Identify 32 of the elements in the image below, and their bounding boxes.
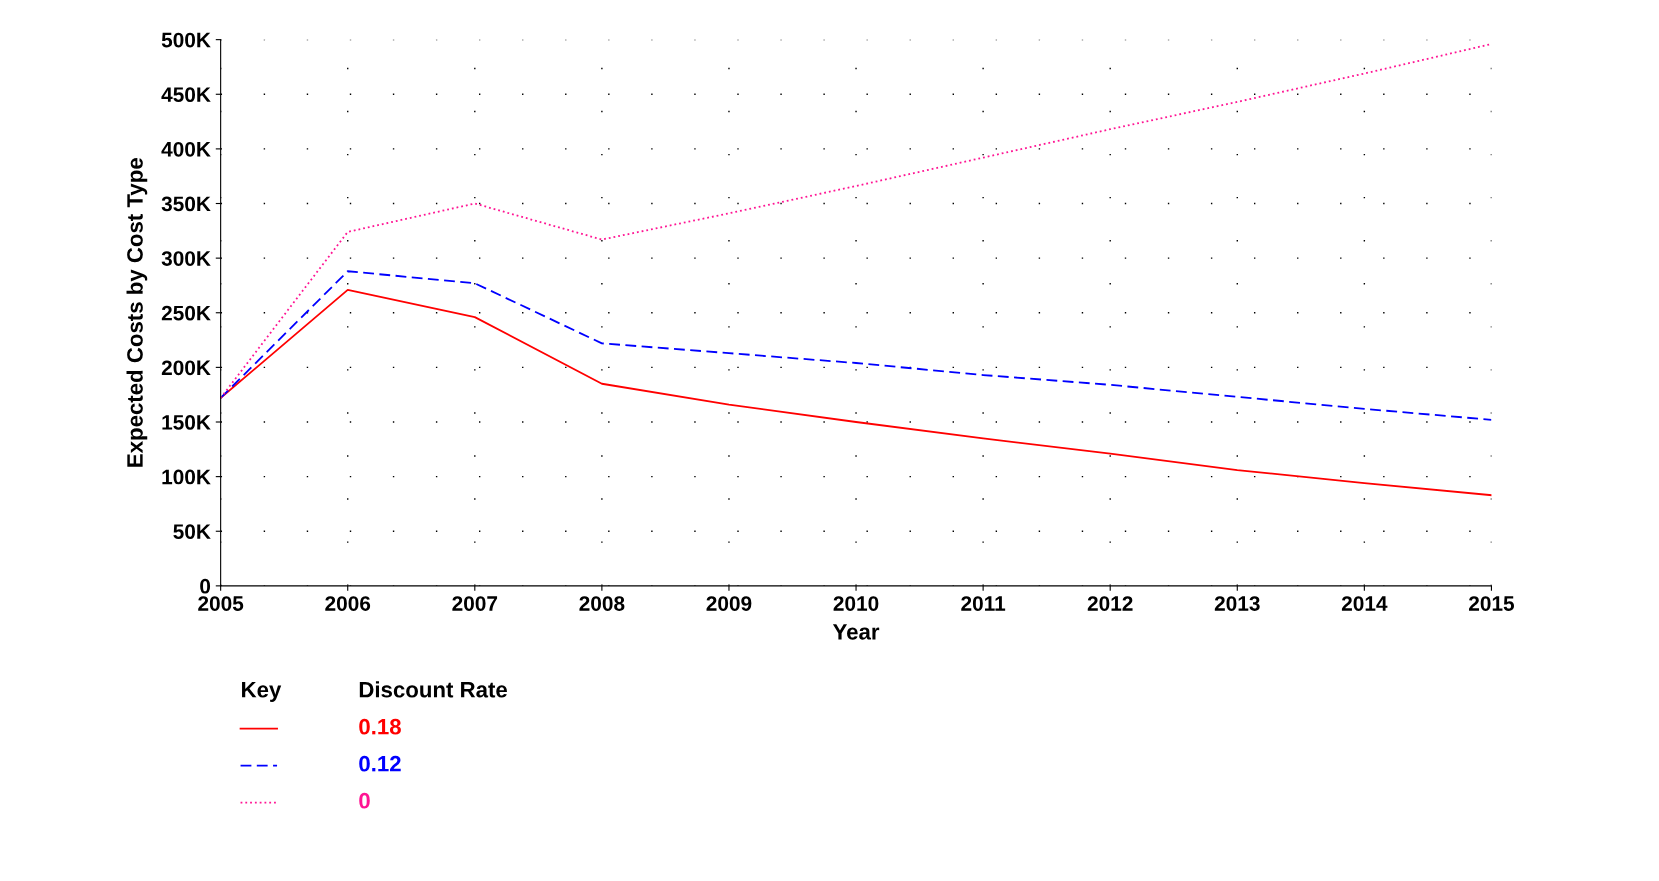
y-axis-title: Expected Costs by Cost Type [126,158,148,467]
y-tick-label: 350K [161,196,211,212]
y-tick-label: 50K [173,524,211,539]
text: 0.18 [359,718,401,735]
x-tick-label: 2010 [833,596,879,611]
x-axis-title: Year [832,624,880,640]
x-tick-label: 2014 [1341,596,1388,611]
line-series [220,288,1492,497]
y-tick-label: 450K [161,87,211,103]
x-tick-label: 2012 [1087,596,1133,611]
line-series [220,270,1492,421]
legend-title: Discount Rate [359,681,507,698]
y-tick-label: 300K [161,251,211,266]
x-tick-label: 2011 [961,596,1006,611]
y-tick-label: 400K [161,141,211,157]
x-tick-label: 2006 [325,596,371,611]
y-tick-label: 250K [161,305,211,321]
x-tick-label: 2013 [1214,596,1260,611]
y-tick-label: 500K [161,32,211,48]
y-tick-label: 0 [200,578,211,594]
text: 0 [359,792,370,809]
x-tick-label: 2007 [452,596,498,611]
x-tick-label: 2005 [198,596,244,611]
y-tick-label: 150K [162,415,211,430]
y-tick-label: 200K [161,360,211,376]
x-tick-label: 2008 [579,596,625,611]
text: Key [242,682,282,702]
x-tick-label: 2015 [1468,596,1515,611]
text: 0.12 [359,755,401,772]
line-series [220,43,1492,399]
x-tick-label: 2009 [706,596,752,611]
y-tick-label: 100K [162,469,211,485]
